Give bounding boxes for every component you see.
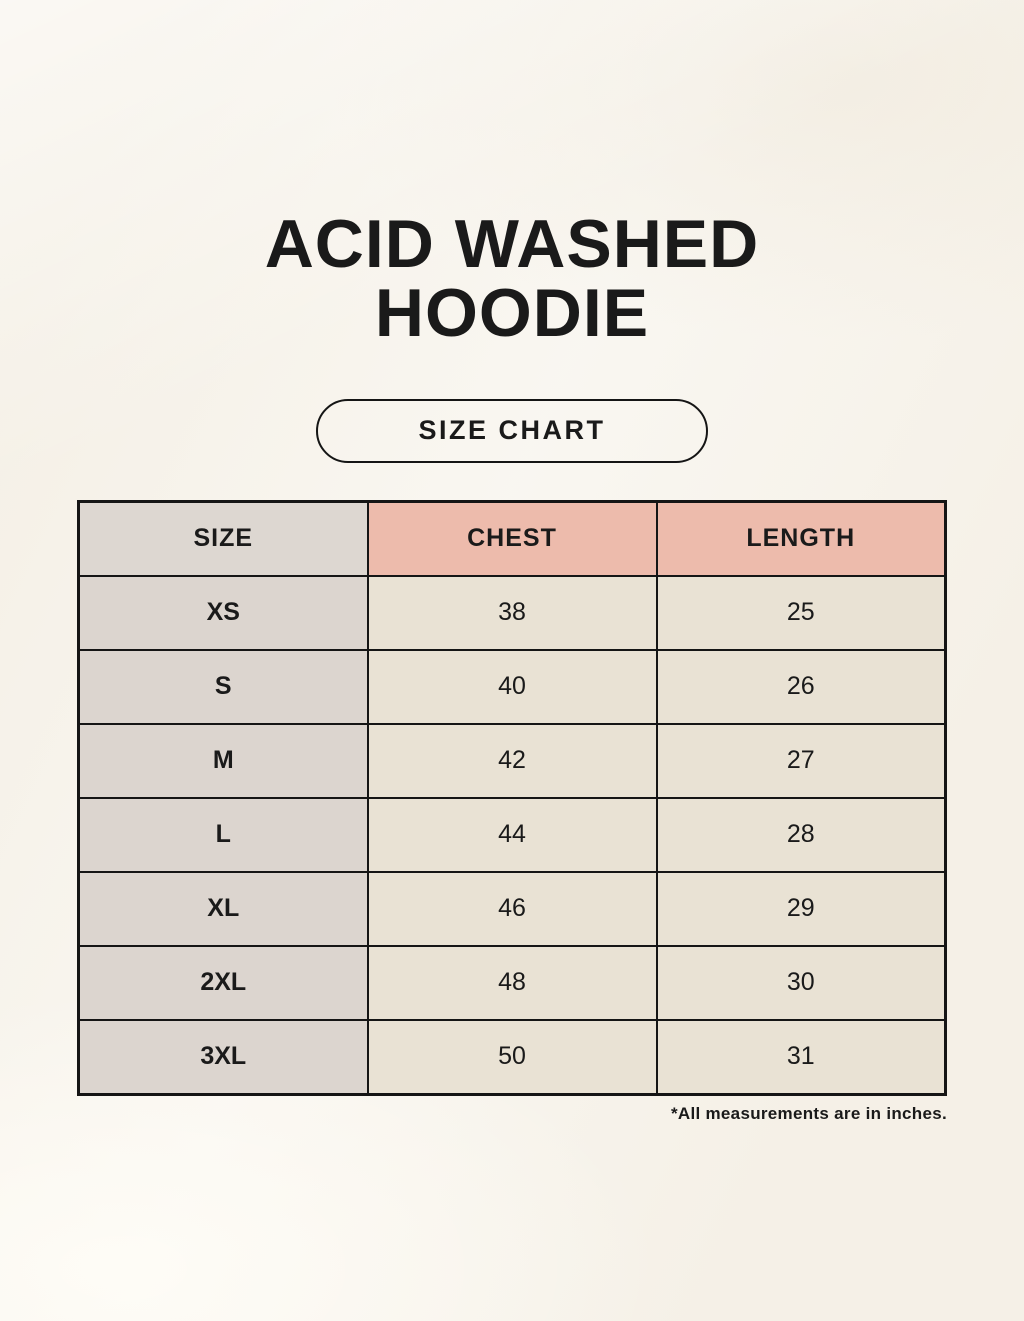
size-cell: S	[77, 648, 369, 725]
table-body: XS 38 25 S 40 26 M 42 27 L 44 28 XL 46 2…	[77, 574, 947, 1096]
chest-cell: 42	[366, 722, 658, 799]
size-cell: M	[77, 722, 369, 799]
size-chart-table: SIZE CHEST LENGTH XS 38 25 S 40 26 M 42 …	[77, 499, 947, 1096]
size-cell: XL	[77, 870, 369, 947]
table-row: S 40 26	[77, 648, 947, 725]
chest-cell: 48	[366, 944, 658, 1021]
header-cell-length: LENGTH	[655, 500, 947, 577]
chest-cell: 44	[366, 796, 658, 873]
size-chart-pill-label: SIZE CHART	[418, 415, 606, 446]
size-cell: XS	[77, 574, 369, 651]
length-cell: 26	[655, 648, 947, 725]
length-cell: 27	[655, 722, 947, 799]
page-title: ACID WASHED HOODIE	[264, 206, 760, 352]
chest-cell: 46	[366, 870, 658, 947]
length-cell: 30	[655, 944, 947, 1021]
size-cell: 3XL	[77, 1018, 369, 1096]
length-cell: 29	[655, 870, 947, 947]
chest-cell: 38	[366, 574, 658, 651]
length-cell: 31	[655, 1018, 947, 1096]
length-cell: 25	[655, 574, 947, 651]
table-row: M 42 27	[77, 722, 947, 799]
header-cell-chest: CHEST	[366, 500, 658, 577]
table-row: 3XL 50 31	[77, 1018, 947, 1096]
measurements-footnote: *All measurements are in inches.	[670, 1103, 947, 1123]
size-cell: 2XL	[77, 944, 369, 1021]
table-row: XL 46 29	[77, 870, 947, 947]
size-chart-pill: SIZE CHART	[316, 398, 708, 463]
chest-cell: 40	[366, 648, 658, 725]
table-row: XS 38 25	[77, 574, 947, 651]
table-row: 2XL 48 30	[77, 944, 947, 1021]
length-cell: 28	[655, 796, 947, 873]
table-row: L 44 28	[77, 796, 947, 873]
chest-cell: 50	[366, 1018, 658, 1096]
table-header-row: SIZE CHEST LENGTH	[77, 500, 947, 577]
size-cell: L	[77, 796, 369, 873]
header-cell-size: SIZE	[77, 500, 369, 577]
